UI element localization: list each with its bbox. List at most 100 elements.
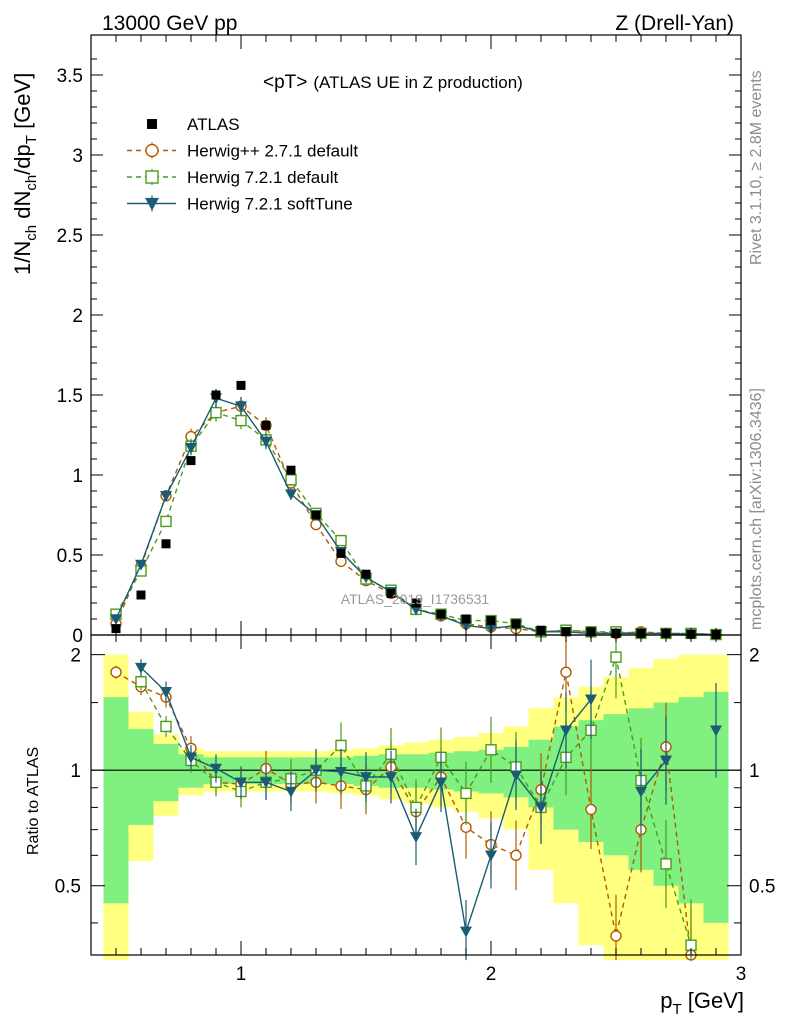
ratio-point [210,763,222,775]
band-inner-bin [128,729,154,825]
ratio-point [635,786,647,798]
ratio-tick-label: 2 [70,646,81,667]
ratio-point [310,765,322,777]
ratio-point [135,662,147,674]
ratio-point [585,694,597,706]
legend-marker [145,170,159,184]
header-energy: 13000 GeV pp [102,12,237,35]
ratio-point [710,725,722,737]
atlas-point [161,539,171,549]
ratio-point [235,777,247,789]
atlas-point [136,590,146,600]
series-point [335,534,347,547]
legend-label: Herwig 7.2.1 softTune [187,195,353,214]
ratio-point [610,651,622,663]
series-point [235,401,247,413]
legend-marker [145,143,159,158]
atlas-point [361,569,371,579]
ratio-tick-label-right: 1 [749,761,760,782]
rivet-version-label: Rivet 3.1.10, ≥ 2.8M events [748,70,765,265]
legend-marker [147,119,157,129]
y-tick-label: 2 [72,306,83,327]
ratio-point [660,755,672,767]
ratio-point [585,803,597,816]
series-point [160,491,172,502]
x-tick-label: 3 [736,964,747,985]
series-point [210,406,222,419]
atlas-point [486,616,496,626]
ratio-point [160,687,172,698]
ratio-axis-title: Ratio to ATLAS [25,747,42,855]
header-process: Z (Drell-Yan) [615,12,734,35]
ratio-tick-label: 1 [70,761,81,782]
ratio-point [485,850,497,862]
series-point [110,614,122,625]
ratio-point [510,849,522,862]
atlas-point [211,390,221,400]
atlas-point [411,598,421,608]
ratio-line [640,760,667,792]
ratio-point [185,752,197,764]
atlas-point [511,619,521,629]
legend-entry-3: Herwig 7.2.1 default [127,168,338,187]
ratio-point [560,725,572,737]
mcplots-label: mcplots.cern.ch [arXiv:1306.3436] [748,388,765,630]
legend: ATLAS Herwig++ 2.7.1 default Herwig 7.2.1 … [127,115,358,214]
atlas-point [436,609,446,619]
band-inner-bin [153,744,179,802]
legend-marker [145,197,159,211]
ratio-point [285,786,297,798]
y-axis-title: 1/Nch dNch/dpT [GeV] [10,73,40,275]
y-tick-label: 3.5 [57,66,83,87]
atlas-point [186,456,196,466]
ratio-panel [91,630,741,961]
x-tick-label: 1 [236,964,247,985]
ratio-tick-label-right: 0.5 [749,877,775,898]
atlas-point [236,380,246,390]
legend-label: Herwig++ 2.7.1 default [187,142,358,161]
series-point [285,474,297,486]
ratio-point [660,858,672,870]
ratio-point [110,666,122,678]
atlas-point [461,614,471,624]
ratio-point [435,777,447,789]
ratio-tick-label-right: 2 [749,646,760,667]
axes: 0 0.5 1 1.5 2 2.5 3 3.5 1 2 3 0.5 0.5 1 1 2 2 [55,35,775,985]
band-inner-bin [678,697,704,904]
ratio-point [335,767,347,778]
y-tick-label: 1 [72,466,83,487]
y-tick-label: 0.5 [57,546,83,567]
ratio-point [535,802,547,814]
legend-entry-1: ATLAS [147,115,240,134]
ratio-point [485,744,497,756]
series-point [285,489,297,501]
atlas-point [336,548,346,558]
atlas-point [386,588,396,598]
legend-entry-4: Herwig 7.2.1 softTune [127,195,353,214]
legend-label: ATLAS [187,115,240,134]
ratio-point [135,676,147,688]
atlas-point [311,510,321,520]
x-axis-title: pT [GeV] [660,988,744,1018]
ratio-point [260,777,272,789]
series-point [260,436,272,448]
y-tick-label: 2.5 [57,226,83,247]
x-tick-label: 2 [486,964,497,985]
ratio-point [385,772,397,783]
atlas-point [286,465,296,475]
ratio-point [460,787,472,800]
chart-title: <pT> (ATLAS UE in Z production) [263,72,523,93]
ratio-point [410,832,422,843]
ratio-point [610,930,622,942]
band-inner-bin [103,697,129,904]
ratio-point [510,770,522,782]
ratio-point [560,666,572,678]
ratio-line [140,654,692,946]
band-inner-bin [603,714,629,856]
legend-entry-2: Herwig++ 2.7.1 default [127,142,358,161]
ratio-point [460,926,472,938]
y-tick-label: 0 [72,626,83,647]
ratio-tick-label: 0.5 [55,877,81,898]
y-tick-label: 1.5 [57,386,83,407]
series-point [135,559,147,571]
